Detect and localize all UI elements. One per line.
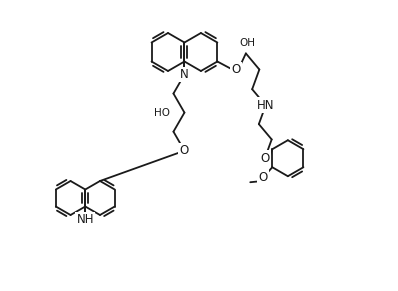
Text: HO: HO bbox=[154, 108, 170, 118]
Text: N: N bbox=[180, 68, 189, 81]
Text: OH: OH bbox=[240, 38, 256, 48]
Text: O: O bbox=[232, 63, 241, 76]
Text: O: O bbox=[180, 144, 189, 157]
Text: O: O bbox=[260, 152, 269, 165]
Text: HN: HN bbox=[257, 99, 275, 112]
Text: NH: NH bbox=[76, 213, 94, 226]
Text: O: O bbox=[259, 171, 268, 184]
